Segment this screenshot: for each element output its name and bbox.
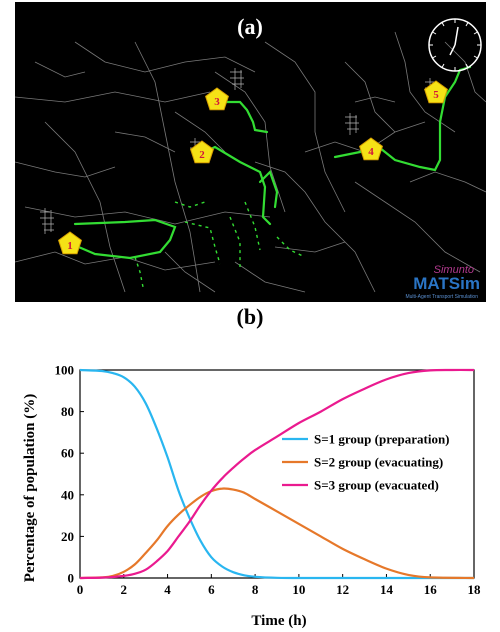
x-tick-label: 8: [252, 582, 259, 597]
road-network: [15, 31, 486, 293]
y-tick-label: 100: [55, 363, 75, 378]
series-line-2: [79, 487, 475, 580]
x-tick-label: 2: [121, 582, 128, 597]
series-line-1: [79, 368, 474, 580]
marker-5: 5: [424, 80, 448, 104]
evacuation-map-panel: 1 2 3 4 5 Simunto MATSim Multi-Agent Tra…: [15, 2, 486, 302]
simunto-logo: Simunto: [433, 264, 474, 276]
marker-3-label: 3: [214, 96, 220, 108]
matsim-logo-subtitle: Multi-Agent Transport Simulation: [405, 294, 478, 300]
panel-a-label: (a): [237, 14, 263, 39]
marker-1-label: 1: [67, 240, 73, 252]
x-tick-label: 12: [336, 582, 349, 597]
legend-label-1: S=1 group (preparation): [314, 432, 450, 447]
chart-series: [79, 368, 475, 580]
legend-label-3: S=3 group (evacuated): [314, 478, 439, 493]
matsim-logo: MATSim: [413, 274, 480, 293]
series-line-3: [79, 368, 475, 580]
y-tick-label: 20: [61, 529, 74, 544]
x-tick-label: 10: [292, 582, 305, 597]
y-tick-label: 0: [68, 571, 75, 586]
y-tick-label: 40: [61, 487, 74, 502]
y-axis-label: Percentage of population (%): [22, 394, 38, 582]
chart-axes: 0 2 4 6 8 10 12 14 16 18 0 20 40 60 80 100: [55, 363, 482, 598]
marker-3: 3: [205, 87, 229, 111]
legend-label-2: S=2 group (evacuating): [314, 455, 443, 470]
road-network-map: 1 2 3 4 5: [15, 18, 486, 293]
marker-5-label: 5: [433, 89, 439, 101]
population-chart: 0 2 4 6 8 10 12 14 16 18 0 20 40 60 80 100 S=1 group (p…: [22, 363, 482, 630]
evacuation-routes: [65, 65, 472, 260]
marker-2: 2: [190, 140, 214, 164]
x-tick-label: 16: [424, 582, 438, 597]
x-tick-label: 4: [164, 582, 171, 597]
panel-b-label: (b): [236, 304, 264, 329]
x-tick-label: 6: [208, 582, 215, 597]
x-tick-label: 14: [380, 582, 394, 597]
marker-1: 1: [58, 231, 82, 255]
x-tick-label: 0: [77, 582, 84, 597]
evacuation-route-fragments: [134, 201, 306, 288]
y-tick-label: 80: [61, 404, 74, 419]
marker-4-label: 4: [368, 146, 374, 158]
x-axis-label: Time (h): [251, 613, 306, 629]
chart-legend: S=1 group (preparation) S=2 group (evacua…: [282, 432, 450, 493]
marker-4: 4: [359, 137, 383, 161]
y-tick-label: 60: [61, 446, 74, 461]
x-tick-label: 18: [468, 582, 482, 597]
clock-icon: [428, 18, 482, 72]
plot-frame: [79, 369, 475, 579]
marker-2-label: 2: [199, 149, 205, 161]
